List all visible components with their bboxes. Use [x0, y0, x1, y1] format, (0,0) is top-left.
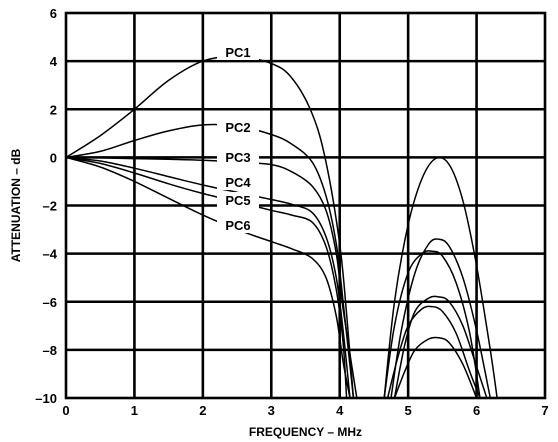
y-tick-label: –10	[35, 391, 57, 406]
series-pc5-rebound	[386, 305, 481, 399]
plot-frame	[64, 11, 547, 400]
series-pc2-passband	[65, 123, 355, 399]
series-pc4-passband	[65, 156, 351, 399]
x-tick-label: 3	[268, 403, 275, 418]
series-pc6-passband	[65, 156, 351, 399]
series-label-bg	[217, 149, 259, 165]
y-tick-label: 2	[50, 102, 57, 117]
y-tick-label: 0	[50, 150, 57, 165]
x-axis-title: FREQUENCY – MHz	[249, 425, 362, 439]
series-pc4-rebound	[393, 295, 488, 399]
series-label-pc5: PC5	[225, 193, 250, 208]
y-tick-labels: 6 4 2 0 –2 –4 –6 –8 –10	[35, 6, 57, 406]
y-axis-title: ATTENUATION – dB	[9, 148, 23, 262]
y-tick-label: 4	[50, 54, 58, 69]
series-curves	[65, 55, 498, 399]
series-pc5-passband	[65, 156, 348, 399]
series-label-pc2: PC2	[225, 120, 250, 135]
series-label-bg	[217, 174, 259, 190]
y-tick-label: –2	[43, 199, 57, 214]
series-pc3-passband	[65, 156, 358, 399]
series-label-pc4: PC4	[225, 175, 251, 190]
x-tick-label: 1	[131, 403, 138, 418]
series-pc3-rebound	[383, 250, 481, 399]
x-tick-label: 2	[199, 403, 206, 418]
y-tick-label: –6	[43, 295, 57, 310]
series-label-bg	[217, 44, 259, 60]
series-label-pc1: PC1	[225, 45, 250, 60]
x-tick-label: 4	[336, 403, 344, 418]
x-tick-label: 6	[473, 403, 480, 418]
series-label-bg	[217, 119, 259, 135]
series-labels: PC1 PC2 PC3 PC4 PC5 PC6	[217, 44, 259, 233]
series-label-bg	[217, 217, 259, 233]
series-label-bg	[217, 192, 259, 208]
x-tick-labels: 0 1 2 3 4 5 6 7	[62, 403, 548, 418]
series-label-pc6: PC6	[225, 218, 250, 233]
series-pc1-rebound	[383, 156, 498, 399]
x-tick-label: 0	[62, 403, 69, 418]
series-pc2-rebound	[390, 238, 492, 399]
y-tick-label: 6	[50, 6, 57, 21]
series-label-pc3: PC3	[225, 150, 250, 165]
y-tick-label: –8	[43, 343, 57, 358]
x-tick-label: 5	[405, 403, 412, 418]
series-pc1-passband	[65, 55, 355, 399]
y-tick-label: –4	[43, 247, 58, 262]
x-tick-label: 7	[541, 403, 548, 418]
series-pc6-rebound	[393, 336, 478, 399]
grid	[66, 13, 545, 398]
